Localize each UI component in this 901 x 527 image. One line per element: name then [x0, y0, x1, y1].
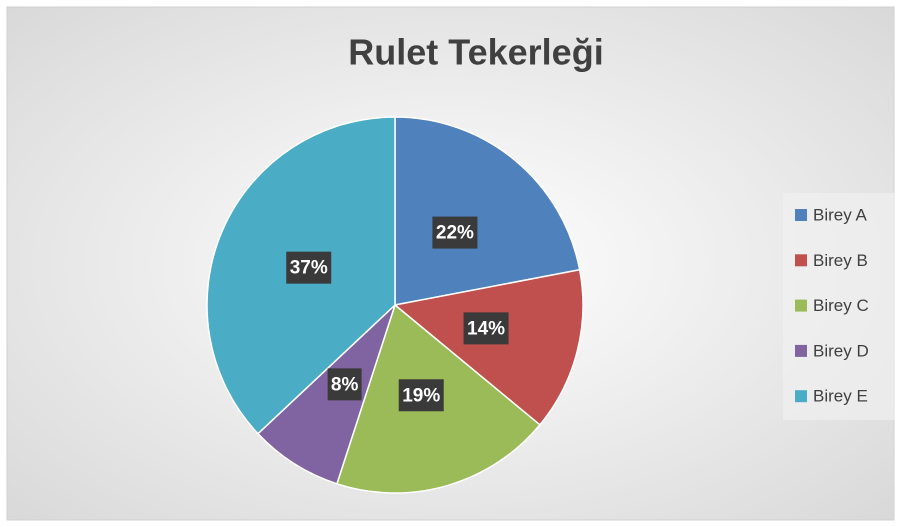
legend-label: Birey C — [813, 296, 869, 315]
data-label: 19% — [402, 385, 440, 406]
legend-swatch — [795, 254, 807, 267]
chart-title: Rulet Tekerleği — [348, 32, 603, 73]
legend-label: Birey A — [813, 205, 868, 224]
legend-swatch — [795, 390, 807, 403]
data-label: 37% — [290, 258, 328, 279]
legend-swatch — [795, 209, 807, 221]
pie-slice — [256, 304, 396, 485]
data-label-box — [463, 312, 509, 345]
legend-swatch — [795, 299, 807, 312]
legend-label: Birey E — [813, 387, 868, 406]
legend-label: Birey B — [813, 251, 868, 270]
data-label: 14% — [467, 318, 505, 339]
data-label-box — [432, 216, 478, 249]
pie-slice — [394, 116, 581, 306]
data-label-box — [398, 379, 444, 412]
data-label: 8% — [331, 374, 359, 395]
legend-label: Birey D — [813, 341, 869, 360]
legend-swatch — [795, 344, 807, 357]
pie-slice — [393, 268, 584, 426]
data-label-box — [327, 368, 362, 401]
data-label: 22% — [436, 223, 474, 244]
data-label-box — [286, 251, 332, 284]
